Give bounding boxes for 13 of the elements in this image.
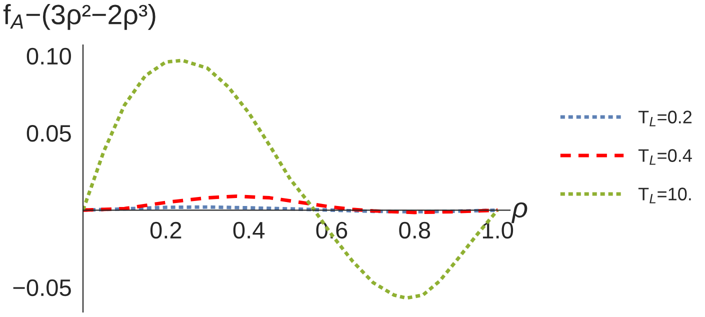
line-series <box>83 194 500 214</box>
legend-label: T$_{L}$=10. <box>638 188 691 204</box>
x-axis-title: ρ <box>511 202 528 224</box>
legend-label: T$_{L}$=0.4 <box>638 149 692 165</box>
y-tick-label: −0.05 <box>13 279 71 296</box>
x-tick-label: 1.0 <box>482 222 514 239</box>
x-tick-label: 0.2 <box>150 222 182 239</box>
y-tick-label: 0.05 <box>26 125 71 142</box>
y-axis-title: f$_{A}$−(3ρ²−2ρ³) <box>3 4 156 30</box>
x-tick-label: 0.8 <box>399 222 430 239</box>
legend-label: T$_{L}$=0.2 <box>638 110 692 126</box>
y-tick-label: 0.10 <box>26 48 71 65</box>
x-tick-label: 0.4 <box>233 222 265 239</box>
